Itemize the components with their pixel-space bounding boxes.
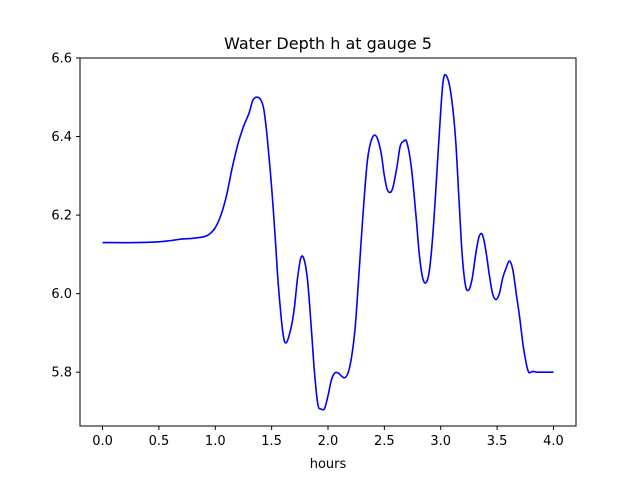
x-tick-label: 0.0 (92, 434, 113, 449)
y-tick-label: 6.0 (51, 287, 72, 302)
series-line (102, 73, 554, 411)
y-tick-label: 5.8 (51, 366, 72, 381)
x-tick-label: 2.0 (318, 434, 339, 449)
x-tick-label: 3.5 (487, 434, 508, 449)
y-tick-label: 6.2 (51, 209, 72, 224)
x-tick-label: 2.5 (374, 434, 395, 449)
axes-frame (79, 57, 577, 427)
x-tick-label: 1.5 (261, 434, 282, 449)
x-tick-label: 1.0 (205, 434, 226, 449)
y-tick-label: 6.6 (51, 52, 72, 67)
chart-title: Water Depth h at gauge 5 (224, 34, 432, 53)
x-tick-label: 0.5 (149, 434, 170, 449)
plot-area (102, 73, 554, 411)
x-axis-label: hours (310, 457, 347, 472)
x-tick-label: 4.0 (543, 434, 564, 449)
x-tick-label: 3.0 (430, 434, 451, 449)
x-axis: 0.0 0.5 1.0 1.5 2.0 2.5 3.0 3.5 4.0 (92, 426, 564, 449)
y-axis: 5.8 6.0 6.2 6.4 6.6 (51, 52, 80, 381)
y-tick-label: 6.4 (51, 130, 72, 145)
